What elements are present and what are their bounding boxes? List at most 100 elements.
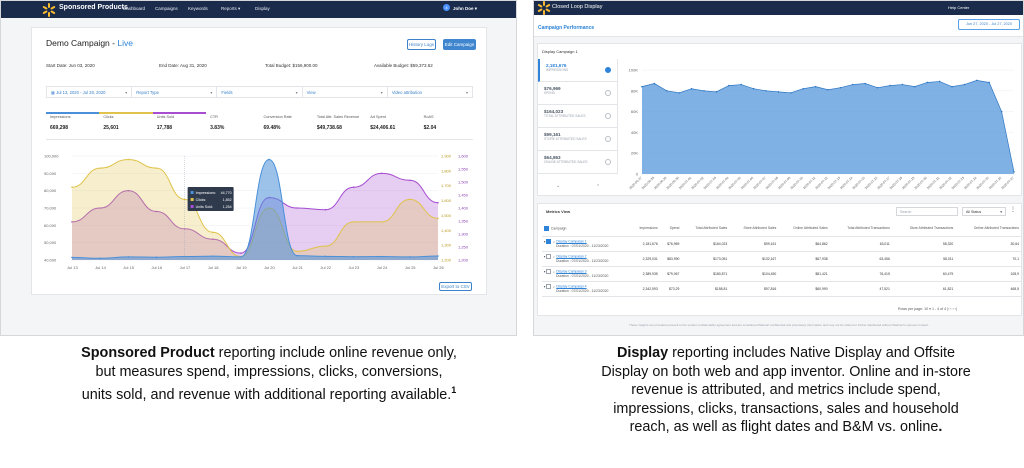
date-range-filter[interactable]: ▦ Jul 13, 2020 - Jul 28, 2020 [47, 87, 133, 97]
column-header[interactable]: Online Attributed Transactions [955, 221, 1021, 237]
metric-tab[interactable]: Ad Spent $24,406.61 [366, 112, 419, 139]
metric-tab[interactable]: Units Sold 17,788 [152, 112, 207, 139]
data-point[interactable] [99, 167, 101, 169]
campaign-link[interactable]: Display Campaign 1 [556, 239, 587, 244]
metric-tab[interactable]: Clicks 25,601 [99, 112, 153, 139]
data-point[interactable] [914, 85, 916, 88]
pagination[interactable]: Rows per page: 10 ▾ 1 - 4 of 4 |‹ ‹ › ›| [898, 307, 957, 311]
checkbox[interactable] [546, 239, 552, 244]
data-point[interactable] [380, 255, 383, 258]
data-point[interactable] [380, 172, 383, 175]
data-point[interactable] [1000, 110, 1003, 113]
expand-icon[interactable]: ▸ [544, 284, 546, 289]
data-point[interactable] [352, 186, 355, 188]
data-point[interactable] [437, 217, 439, 220]
checkbox[interactable] [546, 254, 552, 259]
view-filter[interactable]: View [303, 87, 388, 97]
data-point[interactable] [938, 80, 941, 83]
data-point[interactable] [1013, 171, 1015, 173]
data-point[interactable] [155, 210, 158, 213]
metric-tab[interactable]: Conversion Rate 69.48% [260, 112, 313, 139]
status-select[interactable]: All Status ▾ [962, 207, 1006, 216]
data-point[interactable] [790, 92, 792, 94]
table-row[interactable]: ▸ ⌄ Display Campaign 3 Duration : 07/01/2… [542, 266, 1021, 282]
data-point[interactable] [409, 179, 411, 182]
metric-option[interactable]: $99,161 STORE ATTRIBUTED SALES [538, 128, 618, 151]
data-point[interactable] [155, 167, 158, 169]
column-header[interactable]: Total Attributed Transactions [829, 221, 892, 237]
data-point[interactable] [988, 81, 990, 84]
help-center-link[interactable]: Help Center [948, 5, 970, 10]
data-point[interactable] [240, 252, 242, 254]
data-point[interactable] [740, 83, 742, 86]
data-point[interactable] [127, 256, 130, 258]
metric-option[interactable]: $76,969 SPEND [538, 82, 618, 105]
data-point[interactable] [951, 85, 953, 88]
nav-display[interactable]: Display [255, 6, 270, 11]
nav-campaigns[interactable]: Campaigns [155, 6, 178, 11]
radio-button[interactable] [605, 67, 611, 73]
data-point[interactable] [926, 81, 928, 84]
checkbox[interactable] [544, 225, 549, 231]
checkbox[interactable] [546, 269, 552, 274]
history-logs-button[interactable]: History Logs [407, 39, 436, 50]
data-point[interactable] [889, 84, 891, 87]
expand-icon[interactable]: ▸ [544, 254, 546, 259]
metric-option[interactable]: $164,023 TOTAL ATTRIBUTED SALES [538, 105, 618, 128]
campaign-link[interactable]: Display Campaign 4 [556, 284, 587, 289]
data-point[interactable] [127, 189, 130, 192]
data-point[interactable] [864, 82, 866, 85]
metric-tab[interactable]: RoAS $2.04 [420, 112, 473, 139]
data-point[interactable] [814, 85, 817, 88]
column-header[interactable]: Spend [659, 221, 682, 237]
fields-filter[interactable]: Fields [217, 87, 303, 97]
chevron-up-icon[interactable]: ⌃ [596, 184, 601, 190]
metric-option[interactable]: $64,863 ONLINE ATTRIBUTED SALES [538, 151, 618, 174]
table-row[interactable]: ▸ ⌄ Display Campaign 1 Duration : 07/01/2… [542, 236, 1021, 252]
data-point[interactable] [653, 82, 656, 85]
data-point[interactable] [324, 208, 327, 211]
data-point[interactable] [183, 198, 186, 201]
export-csv-button[interactable]: Export to CSV [439, 282, 472, 291]
data-point[interactable] [155, 256, 158, 259]
nav-dashboard[interactable]: Dashboard [123, 6, 146, 11]
user-menu[interactable]: John Doe ▾ [453, 6, 478, 11]
data-point[interactable] [71, 186, 73, 188]
column-header[interactable]: Store Attributed Transactions [891, 221, 956, 237]
data-point[interactable] [296, 207, 299, 209]
metric-tab[interactable]: CTR 3.83% [206, 112, 259, 139]
data-point[interactable] [240, 256, 242, 258]
date-range-picker[interactable]: Jun 27, 2020 - Jul 27, 2020 [958, 19, 1020, 30]
radio-button[interactable] [605, 113, 611, 119]
data-point[interactable] [703, 90, 705, 92]
data-point[interactable] [352, 221, 355, 223]
chevron-down-icon[interactable]: ⌄ [556, 183, 561, 189]
data-point[interactable] [715, 91, 718, 93]
data-point[interactable] [268, 158, 270, 161]
more-options-icon[interactable]: ⋮ [1010, 207, 1016, 213]
data-point[interactable] [802, 87, 804, 90]
data-point[interactable] [437, 255, 439, 257]
data-point[interactable] [765, 90, 767, 92]
data-point[interactable] [99, 257, 101, 260]
nav-keywords[interactable]: Keywords [188, 6, 208, 11]
data-point[interactable] [963, 83, 966, 86]
data-point[interactable] [352, 255, 355, 258]
data-point[interactable] [324, 245, 327, 247]
data-point[interactable] [409, 256, 411, 258]
data-point[interactable] [839, 86, 842, 89]
campaign-link[interactable]: Display Campaign 3 [556, 269, 587, 274]
expand-icon[interactable]: ▸ [544, 239, 546, 244]
table-row[interactable]: ▸ ⌄ Display Campaign 4 Duration : 07/01/2… [542, 281, 1021, 297]
header-select-all[interactable]: Campaign [542, 221, 630, 237]
data-point[interactable] [211, 231, 214, 234]
data-point[interactable] [666, 90, 668, 92]
data-point[interactable] [127, 158, 130, 161]
data-point[interactable] [876, 86, 879, 89]
radio-button[interactable] [605, 90, 611, 96]
data-point[interactable] [71, 221, 73, 223]
nav-reports[interactable]: Reports ▾ [221, 6, 241, 11]
table-row[interactable]: ▸ ⌄ Display Campaign 2 Duration : 07/01/2… [542, 251, 1021, 267]
radio-button[interactable] [605, 136, 611, 142]
data-point[interactable] [827, 88, 829, 91]
